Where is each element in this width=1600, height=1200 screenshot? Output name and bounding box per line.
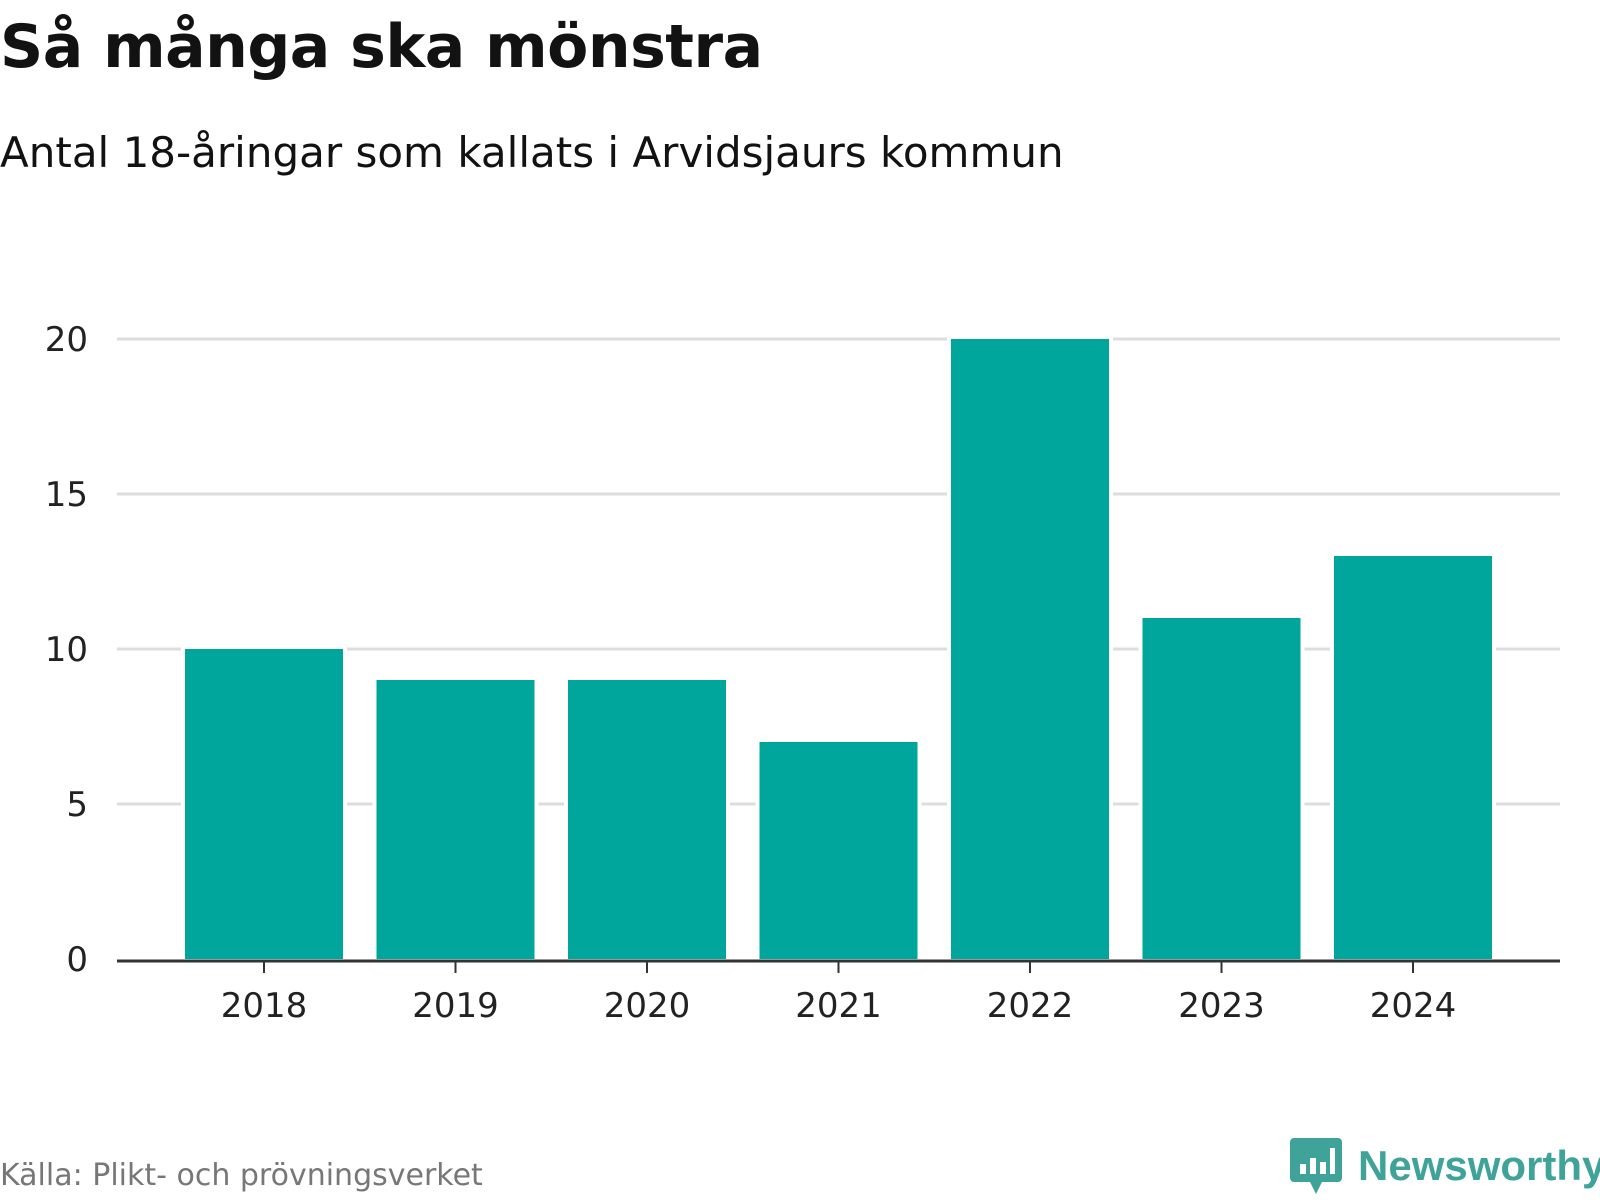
bar-2024 [1334,556,1492,959]
x-axis-tick-labels: 2018 2019 2020 2021 2022 2023 2024 [221,986,1457,1026]
brand-name: Newsworthy [1358,1142,1600,1189]
y-tick-label: 0 [66,940,88,980]
y-tick-label: 5 [66,785,88,825]
bar-2018 [185,649,343,959]
bar-2019 [376,680,535,959]
x-tick-label: 2021 [795,986,882,1026]
bar-2020 [568,680,726,959]
y-tick-label: 15 [45,475,88,515]
chart-subtitle: Antal 18-åringar som kallats i Arvidsjau… [0,128,1064,177]
brand-logo: Newsworthy [1290,1138,1600,1194]
bars [181,337,1496,959]
x-tick-label: 2023 [1178,986,1265,1026]
bar-2023 [1142,618,1301,959]
chart-title: Så många ska mönstra [0,12,763,82]
x-axis [117,959,1560,973]
x-tick-label: 2022 [987,986,1074,1026]
x-tick-label: 2019 [412,986,499,1026]
y-tick-label: 10 [45,630,88,670]
y-tick-label: 20 [45,320,88,360]
y-axis-tick-labels: 0 5 10 15 20 [45,320,88,980]
bar-2022 [951,339,1109,959]
source-note: Källa: Plikt- och prövningsverket [0,1158,483,1193]
x-tick-label: 2020 [604,986,691,1026]
bar-chart-logo-icon [1290,1138,1342,1194]
bar-2021 [759,742,918,959]
x-tick-label: 2018 [221,986,308,1026]
x-tick-label: 2024 [1370,986,1457,1026]
